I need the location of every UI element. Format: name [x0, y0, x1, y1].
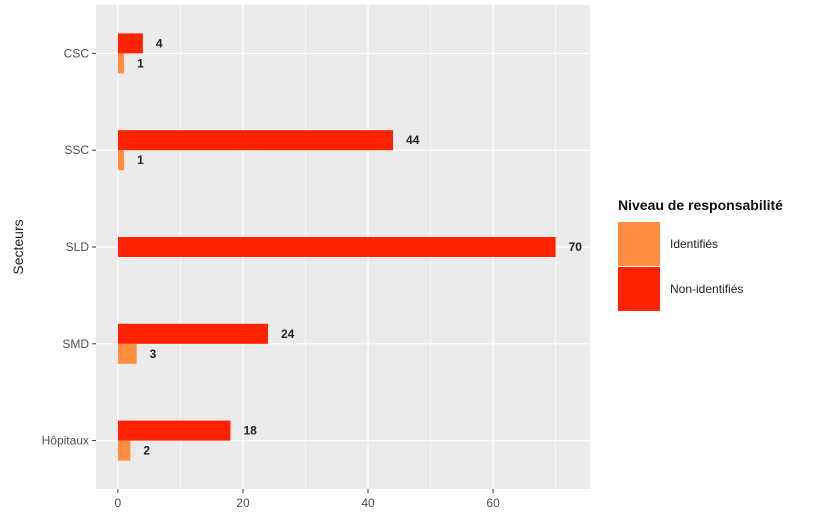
value-label: 4: [156, 36, 163, 50]
legend-key: [618, 222, 660, 266]
legend: Niveau de responsabilité Identifiés Non-i…: [618, 197, 783, 311]
x-tick-label: 60: [486, 496, 500, 510]
bar-non-identifies: [117, 237, 556, 257]
y-tick-label: CSC: [64, 46, 90, 60]
value-label: 24: [281, 327, 295, 341]
legend-key: [618, 267, 660, 311]
legend-label: Non-identifiés: [670, 282, 743, 296]
bar-identifies: [117, 343, 137, 364]
x-axis: 0 20 40 60: [115, 489, 500, 510]
bar-non-identifies: [117, 33, 143, 54]
legend-label: Identifiés: [670, 237, 718, 251]
y-tick-label: Hôpitaux: [42, 434, 89, 448]
bar-non-identifies: [117, 420, 231, 441]
y-tick-label: SSC: [64, 143, 89, 157]
value-label: 1: [137, 153, 144, 167]
value-label: 1: [137, 56, 144, 70]
bar-identifies: [117, 53, 125, 74]
legend-title: Niveau de responsabilité: [618, 197, 783, 213]
value-label: 44: [406, 133, 420, 147]
bar-identifies: [117, 150, 125, 171]
y-tick-label: SLD: [66, 240, 90, 254]
y-axis: CSC SSC SLD SMD Hôpitaux: [42, 46, 96, 448]
value-label: 70: [569, 240, 583, 254]
value-label: 2: [143, 444, 150, 458]
x-tick-label: 40: [361, 496, 375, 510]
y-tick-label: SMD: [62, 337, 89, 351]
bar-non-identifies: [117, 130, 394, 151]
value-label: 18: [243, 424, 257, 438]
value-label: 3: [150, 347, 157, 361]
x-tick-label: 0: [115, 496, 122, 510]
bar-non-identifies: [117, 323, 268, 344]
y-axis-title: Secteurs: [10, 219, 26, 274]
bar-identifies: [117, 440, 131, 461]
x-tick-label: 20: [236, 496, 250, 510]
bars: [117, 33, 556, 461]
